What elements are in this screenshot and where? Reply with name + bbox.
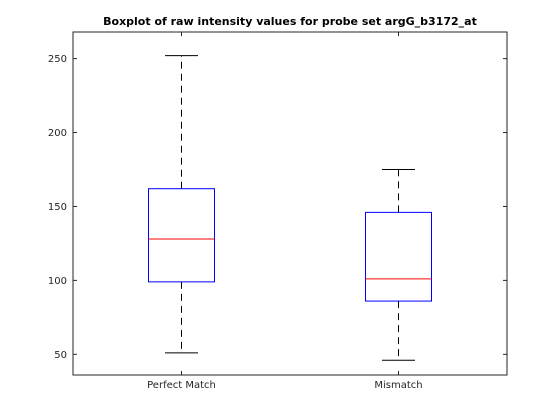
box-group <box>365 168 432 361</box>
box-group <box>148 55 215 354</box>
x-tick-label: Mismatch <box>374 380 422 391</box>
y-axis-ticks: 50 100 150 200 250 <box>48 54 507 361</box>
y-tick-label: 250 <box>48 54 67 65</box>
iqr-box <box>148 188 215 283</box>
y-tick-label: 200 <box>48 128 67 139</box>
x-axis-ticks: Perfect Match Mismatch <box>147 32 423 391</box>
y-tick-label: 150 <box>48 202 67 213</box>
x-tick-label: Perfect Match <box>147 380 216 391</box>
iqr-box <box>365 211 432 302</box>
y-tick-label: 50 <box>54 350 67 361</box>
chart-title: Boxplot of raw intensity values for prob… <box>103 15 477 28</box>
box-series <box>148 55 432 361</box>
y-tick-label: 100 <box>48 276 67 287</box>
plot-area <box>72 31 508 376</box>
